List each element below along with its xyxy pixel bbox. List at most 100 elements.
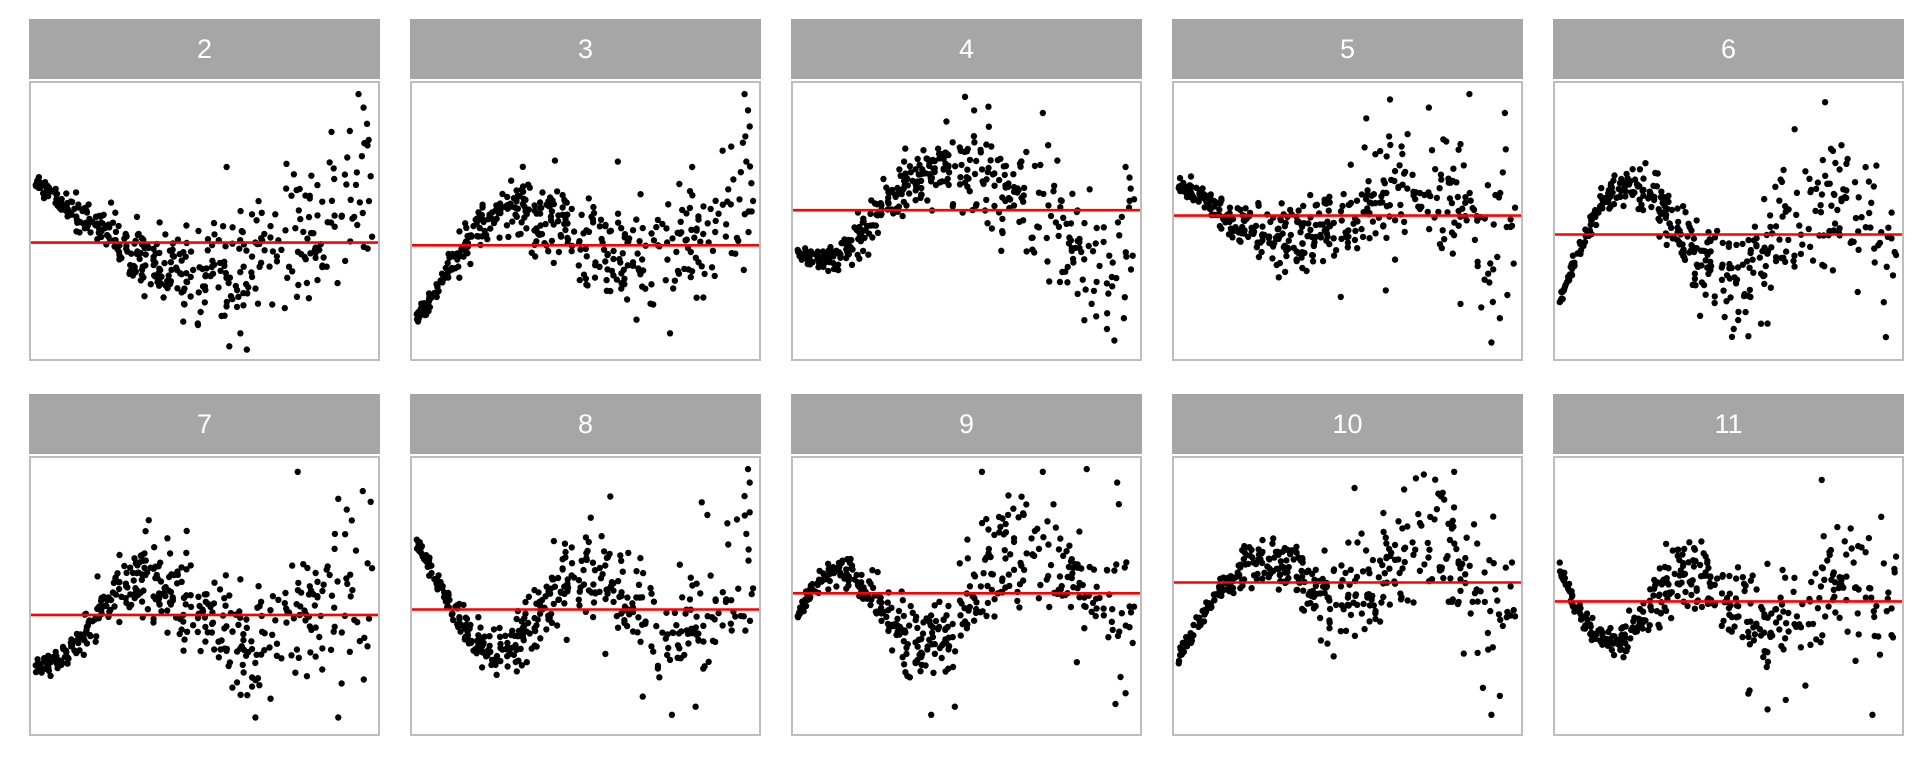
data-point	[1388, 549, 1395, 556]
data-point	[1502, 146, 1509, 153]
data-point	[1397, 201, 1404, 209]
data-point	[1802, 168, 1809, 175]
data-point	[794, 246, 801, 254]
data-point	[64, 660, 71, 667]
data-point	[1822, 613, 1829, 620]
data-point	[554, 218, 562, 225]
data-point	[999, 215, 1006, 223]
data-point	[1834, 523, 1841, 531]
data-point	[1454, 193, 1461, 201]
data-point	[1076, 528, 1083, 535]
data-point	[693, 294, 700, 301]
data-point	[107, 596, 115, 604]
data-point	[1347, 161, 1354, 168]
data-point	[116, 551, 123, 559]
data-point	[604, 590, 611, 597]
data-point	[238, 227, 245, 235]
data-point	[223, 647, 230, 654]
data-point	[799, 255, 806, 262]
data-point	[1338, 217, 1345, 224]
data-point-outlier	[358, 153, 366, 160]
data-point	[860, 585, 867, 592]
data-point-outlier	[1764, 320, 1771, 327]
data-point	[275, 596, 282, 603]
data-point	[354, 221, 361, 229]
data-point	[557, 233, 565, 240]
data-point	[1831, 579, 1839, 586]
data-point	[1819, 632, 1826, 639]
data-point	[1359, 568, 1367, 575]
data-point	[1827, 145, 1835, 152]
data-point	[76, 647, 83, 654]
data-point	[137, 589, 144, 596]
data-point	[174, 285, 181, 292]
data-point	[1391, 167, 1399, 175]
data-point	[1069, 190, 1076, 197]
scatter-plot	[1555, 476, 1902, 718]
data-point	[1065, 240, 1073, 247]
data-point	[1193, 184, 1200, 191]
data-point	[545, 612, 552, 619]
data-point	[629, 227, 637, 234]
data-point	[1438, 176, 1445, 183]
data-point	[1122, 249, 1129, 256]
data-point	[956, 144, 963, 151]
data-point	[1808, 578, 1815, 586]
data-point	[1635, 205, 1642, 213]
data-point	[1790, 588, 1797, 595]
data-point	[330, 165, 337, 172]
data-point	[449, 266, 456, 273]
data-point	[1375, 574, 1383, 581]
data-point	[973, 157, 980, 165]
data-point	[907, 169, 914, 176]
data-point	[621, 231, 629, 238]
data-point	[1345, 539, 1352, 546]
data-point	[428, 294, 435, 301]
data-point	[1892, 251, 1900, 259]
data-point	[700, 203, 707, 210]
data-point	[194, 320, 201, 327]
data-point	[1352, 227, 1359, 235]
data-point	[1689, 244, 1697, 251]
data-point	[914, 624, 921, 632]
data-point	[1433, 194, 1441, 202]
data-point-outlier	[252, 714, 259, 721]
data-point	[1831, 220, 1839, 227]
data-point	[1669, 547, 1676, 554]
facet-strip-label: 8	[577, 409, 594, 439]
scatter-points	[32, 468, 376, 721]
data-point	[900, 198, 907, 206]
facet-strip: 11	[1553, 394, 1904, 454]
data-point	[112, 574, 119, 581]
data-point	[868, 596, 875, 603]
data-point	[157, 266, 164, 274]
data-point	[312, 653, 319, 660]
data-point	[217, 646, 224, 653]
data-point	[1321, 547, 1328, 554]
data-point	[1814, 179, 1822, 186]
data-point	[1002, 182, 1009, 189]
data-point	[118, 593, 125, 600]
data-point-outlier	[587, 514, 594, 521]
data-point	[1034, 525, 1041, 532]
data-point	[938, 654, 945, 662]
data-point	[456, 228, 463, 235]
data-point-outlier	[1127, 185, 1134, 192]
data-point	[830, 564, 837, 571]
data-point	[1002, 162, 1010, 170]
data-point	[131, 555, 138, 562]
data-point	[1330, 653, 1337, 660]
facet-2: 2	[29, 19, 380, 361]
data-point	[156, 219, 163, 226]
data-point	[674, 267, 682, 275]
data-point	[1365, 178, 1372, 185]
data-point	[202, 638, 209, 645]
data-point	[1601, 639, 1608, 646]
data-point	[1273, 261, 1280, 269]
data-point	[132, 585, 139, 592]
data-point	[255, 583, 262, 590]
data-point	[1577, 240, 1584, 248]
data-point	[1068, 247, 1075, 254]
data-point	[995, 176, 1003, 184]
data-point	[1002, 197, 1009, 205]
